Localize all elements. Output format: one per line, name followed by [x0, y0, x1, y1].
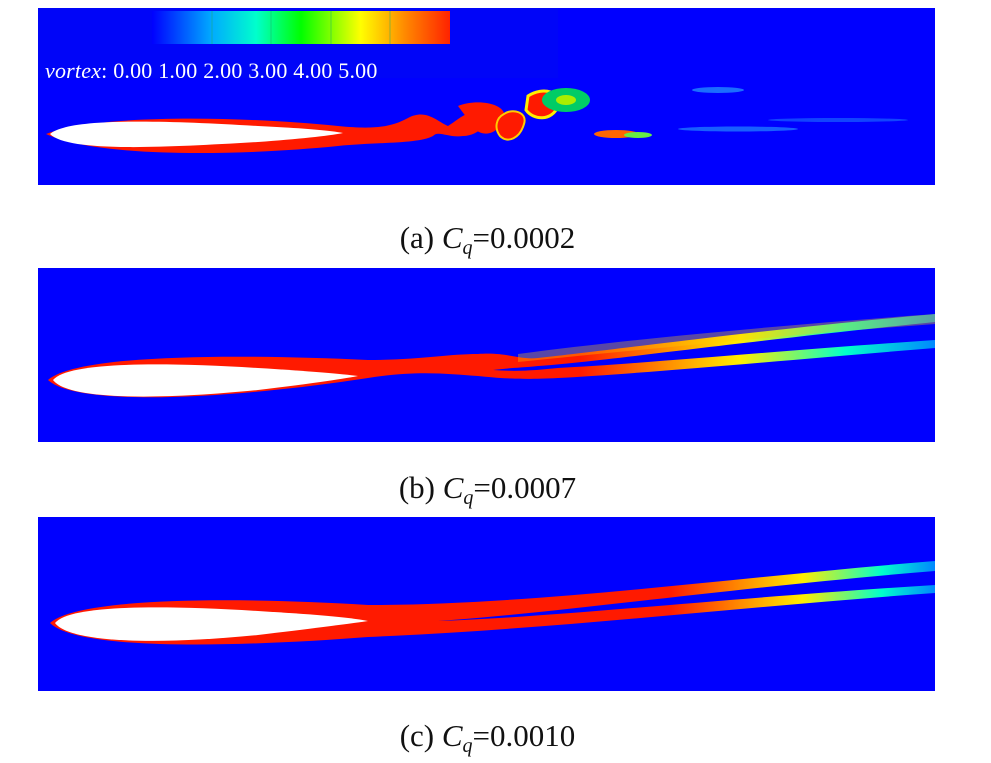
- legend-tick: 3.00: [248, 58, 288, 83]
- legend-tick: 5.00: [338, 58, 378, 83]
- caption-a: (a) Cq=0.0002: [0, 220, 975, 260]
- legend-tick: 0.00: [113, 58, 153, 83]
- contour-panel-b: [38, 268, 935, 442]
- caption-subscript: q: [462, 735, 473, 757]
- caption-subscript: q: [463, 487, 474, 509]
- airfoil-c: [55, 607, 368, 641]
- legend-tick: 4.00: [293, 58, 333, 83]
- airfoil-a: [50, 121, 343, 148]
- caption-label: (b): [398, 470, 435, 505]
- caption-value: =0.0010: [472, 718, 576, 753]
- legend-variable: vortex: [45, 58, 102, 83]
- caption-value: =0.0002: [472, 220, 576, 255]
- colorbar: [152, 11, 450, 44]
- contour-panel-a: [38, 8, 935, 185]
- caption-symbol: C: [441, 220, 463, 255]
- contour-panel-c: [38, 517, 935, 691]
- legend-tick: 2.00: [203, 58, 243, 83]
- caption-label: (a): [399, 220, 435, 255]
- airfoil-b: [53, 364, 358, 397]
- caption-value: =0.0007: [473, 470, 577, 505]
- caption-symbol: C: [442, 470, 464, 505]
- caption-c: (c) Cq=0.0010: [0, 718, 975, 758]
- caption-subscript: q: [462, 237, 473, 259]
- colorbar-label: vortex: 0.00 1.00 2.00 3.00 4.00 5.00: [45, 58, 378, 84]
- legend-separator: :: [101, 58, 108, 83]
- caption-label: (c): [399, 718, 435, 753]
- caption-b: (b) Cq=0.0007: [0, 470, 975, 510]
- legend-tick: 1.00: [158, 58, 198, 83]
- caption-symbol: C: [441, 718, 463, 753]
